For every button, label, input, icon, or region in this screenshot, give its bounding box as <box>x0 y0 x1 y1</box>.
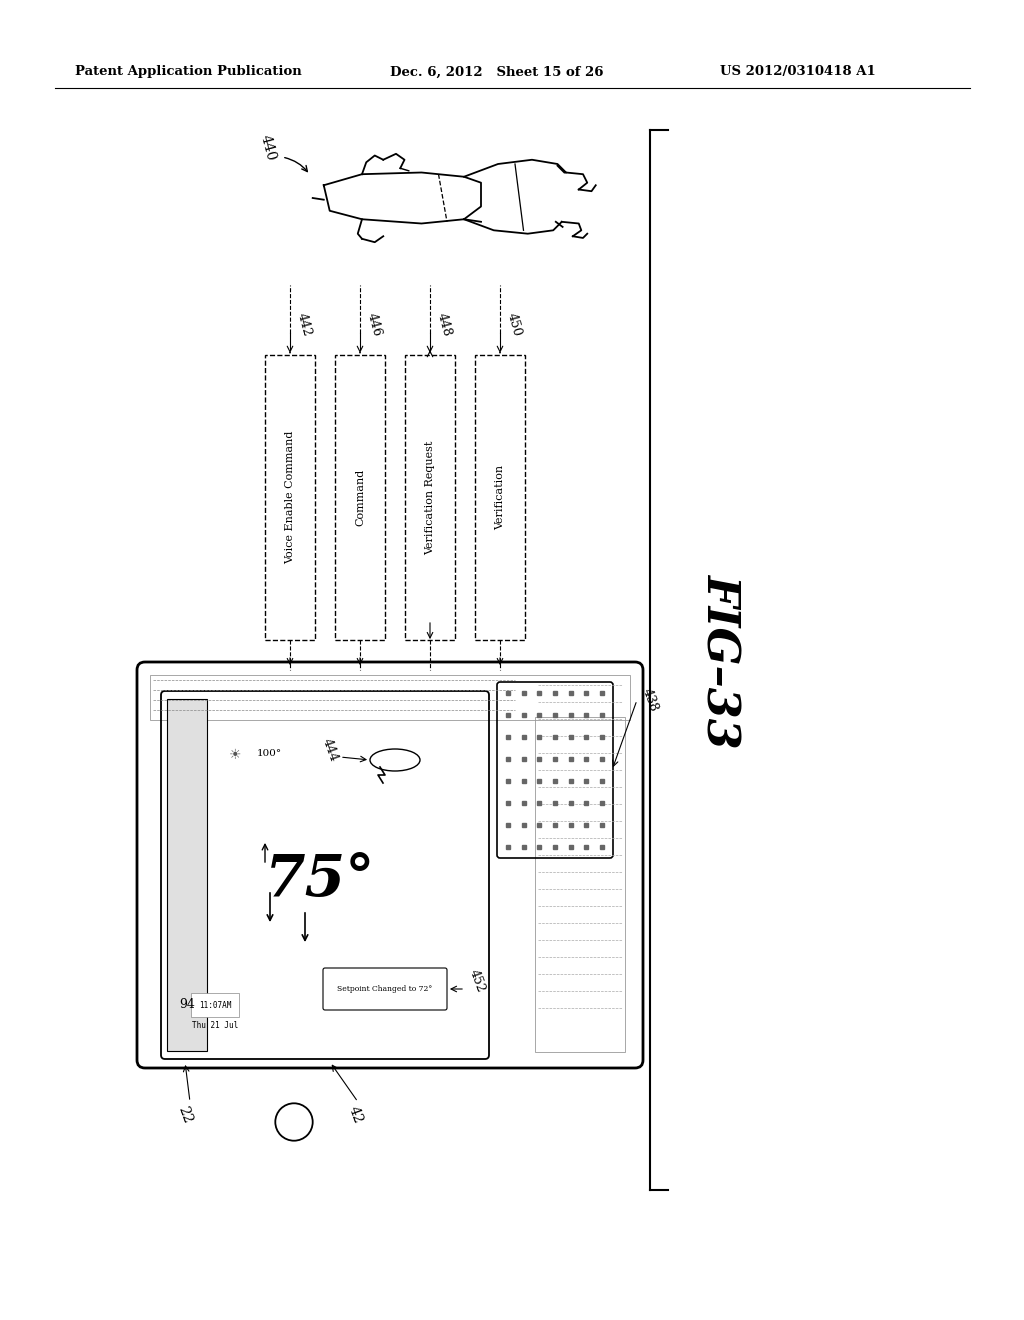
Text: ☀: ☀ <box>228 748 242 762</box>
Text: Verification Request: Verification Request <box>425 441 435 554</box>
Text: Patent Application Publication: Patent Application Publication <box>75 66 302 78</box>
Text: 42: 42 <box>345 1105 365 1126</box>
Bar <box>475 355 525 640</box>
Text: 452: 452 <box>467 968 487 994</box>
Text: 11:07AM: 11:07AM <box>199 1001 231 1010</box>
Text: FIG–33: FIG–33 <box>698 573 741 747</box>
FancyBboxPatch shape <box>323 968 447 1010</box>
Text: 440: 440 <box>258 133 279 162</box>
Text: 22: 22 <box>175 1105 195 1126</box>
Text: 446: 446 <box>365 312 384 338</box>
Text: Verification: Verification <box>495 465 505 531</box>
Text: Command: Command <box>355 469 365 527</box>
Text: US 2012/0310418 A1: US 2012/0310418 A1 <box>720 66 876 78</box>
Text: 100°: 100° <box>257 748 283 758</box>
Text: Thu 21 Jul: Thu 21 Jul <box>191 1020 239 1030</box>
Bar <box>167 700 207 1051</box>
Text: 438: 438 <box>640 686 660 714</box>
Text: 444: 444 <box>319 737 340 763</box>
Bar <box>535 717 625 1052</box>
Bar <box>150 675 630 719</box>
Bar <box>335 355 385 640</box>
Text: 442: 442 <box>295 312 313 338</box>
Bar <box>265 355 315 640</box>
Text: 448: 448 <box>435 312 454 338</box>
Bar <box>406 355 455 640</box>
Text: Dec. 6, 2012   Sheet 15 of 26: Dec. 6, 2012 Sheet 15 of 26 <box>390 66 603 78</box>
Text: 94: 94 <box>179 998 195 1011</box>
Text: 450: 450 <box>505 312 523 338</box>
Text: 75°: 75° <box>265 851 375 908</box>
Text: Voice Enable Command: Voice Enable Command <box>285 430 295 564</box>
Text: Setpoint Changed to 72°: Setpoint Changed to 72° <box>337 985 432 993</box>
